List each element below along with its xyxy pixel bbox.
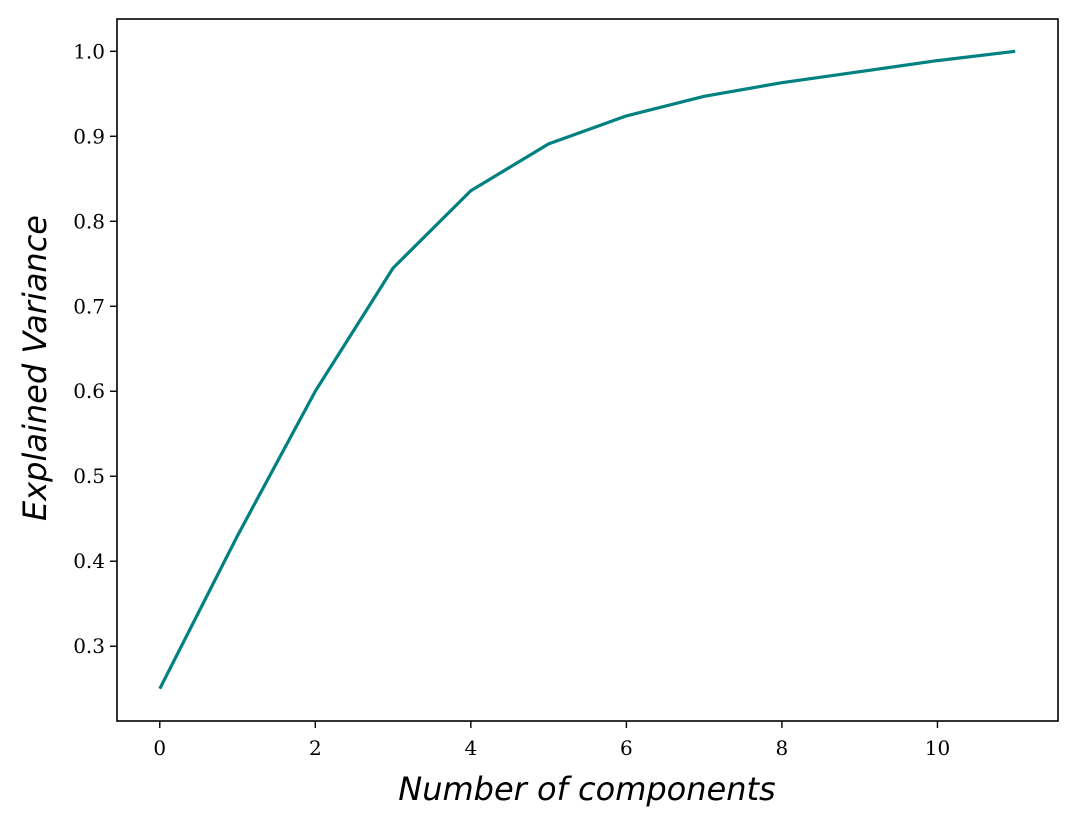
x-tick-label: 8 [776, 736, 789, 760]
y-tick-label: 0.7 [73, 294, 105, 318]
y-axis-title: Explained Variance [16, 215, 54, 521]
x-tick-label: 10 [925, 736, 950, 760]
x-tick-label: 2 [309, 736, 322, 760]
y-axis-ticks: 0.3 0.4 0.5 0.6 0.7 0.8 0.9 1.0 [73, 39, 117, 658]
x-tick-label: 4 [464, 736, 477, 760]
x-axis-ticks: 0 2 4 6 8 10 [153, 721, 950, 760]
series-line [158, 49, 1016, 690]
x-tick-label: 6 [620, 736, 633, 760]
x-tick-label: 0 [153, 736, 166, 760]
y-tick-label: 0.3 [73, 634, 105, 658]
plot-frame [116, 18, 1059, 722]
y-tick-label: 0.4 [73, 549, 105, 573]
x-axis-title: Number of components [398, 770, 775, 808]
y-tick-label: 0.8 [73, 209, 105, 233]
y-tick-label: 0.5 [73, 464, 105, 488]
y-tick-label: 0.9 [73, 124, 105, 148]
y-tick-label: 1.0 [73, 39, 105, 63]
series-layer [158, 49, 1016, 690]
y-tick-label: 0.6 [73, 379, 105, 403]
